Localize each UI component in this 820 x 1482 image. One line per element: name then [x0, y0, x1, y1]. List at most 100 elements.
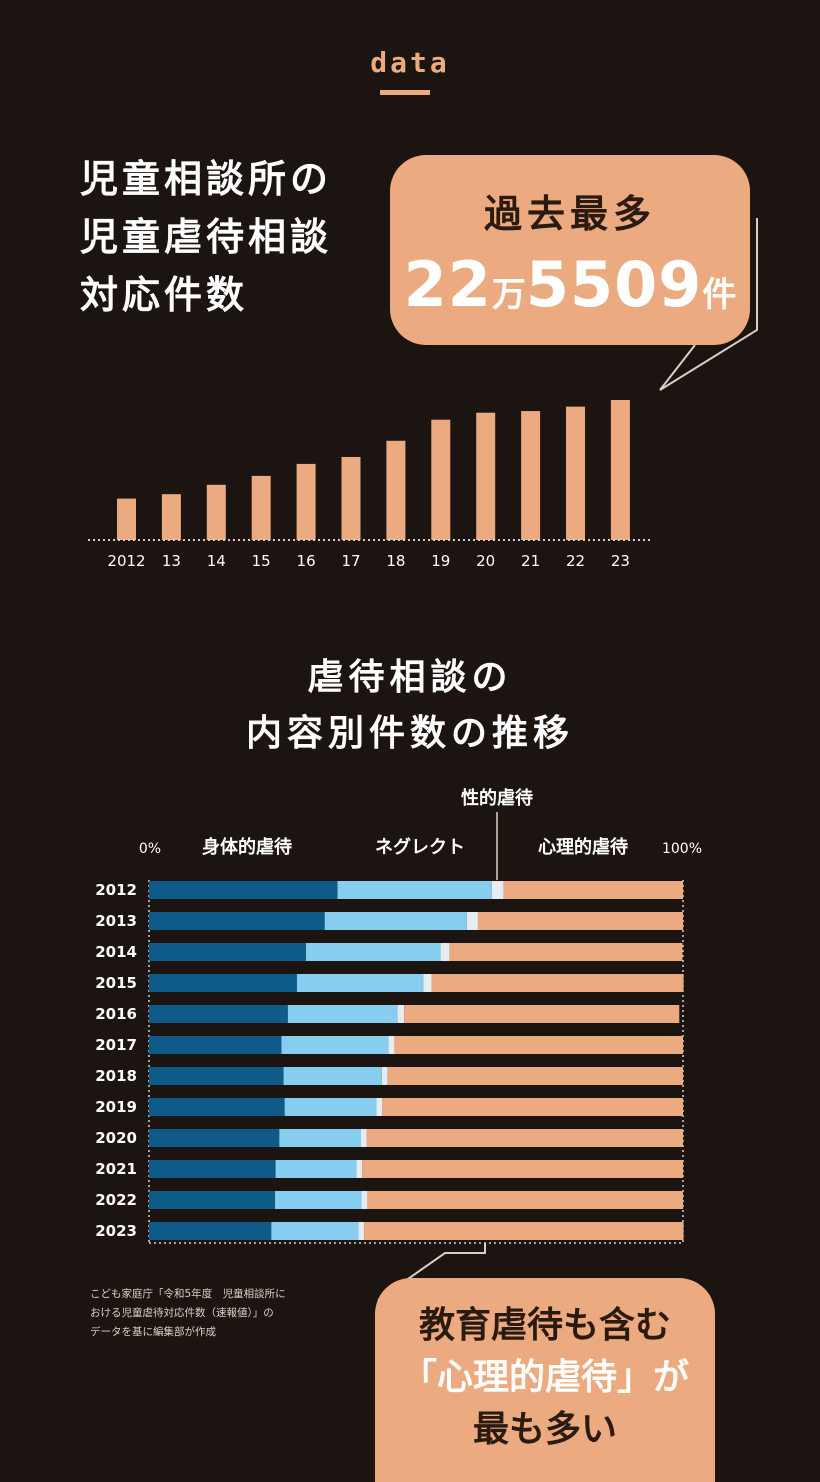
stacked-segment: [271, 1222, 359, 1240]
annual-count-bar: [431, 419, 451, 540]
year-label: 2014: [95, 943, 137, 961]
x-tick-label: 17: [341, 552, 360, 570]
series-label: 身体的虐待: [202, 836, 292, 858]
stacked-segment: [360, 1129, 367, 1147]
record-callout-value: 22万5509件: [390, 248, 750, 321]
year-label: 2020: [95, 1129, 137, 1147]
psychological-callout-line: 教育虐待も含む: [418, 1305, 671, 1346]
annual-count-bar: [206, 484, 226, 540]
data-tag: data: [370, 46, 450, 79]
annual-count-bar: [117, 498, 136, 540]
stacked-segment: [149, 974, 297, 992]
stacked-segment: [149, 1036, 282, 1054]
stacked-segment: [149, 1005, 288, 1023]
chart1-title: 児童相談所の 児童虐待相談 対応件数: [80, 150, 370, 324]
series-label: 性的虐待: [461, 787, 533, 809]
chart1-title-line: 児童相談所の: [80, 157, 333, 201]
stacked-segment: [362, 1160, 683, 1178]
annual-count-bar: [161, 494, 181, 540]
stacked-segment: [397, 1005, 405, 1023]
year-label: 2016: [95, 1005, 137, 1023]
x-tick-label: 15: [252, 552, 271, 570]
x-tick-label: 14: [207, 552, 226, 570]
source-line: おける児童虐待対応件数（速報値）」の: [90, 1307, 274, 1319]
axis-label-min: 0%: [139, 841, 161, 857]
psychological-callout-line: 「心理的虐待」が: [400, 1357, 689, 1398]
stacked-segment: [149, 943, 306, 961]
chart2-title: 虐待相談の 内容別件数の推移: [0, 650, 820, 762]
annual-count-bar: [296, 463, 316, 540]
x-tick-label: 20: [476, 552, 495, 570]
stacked-segment: [381, 1067, 388, 1085]
series-label: 心理的虐待: [538, 836, 628, 858]
source-line: こども家庭庁「令和5年度 児童相談所に: [90, 1288, 286, 1300]
annual-count-bar: [476, 412, 496, 540]
stacked-segment: [503, 881, 683, 899]
stacked-segment: [296, 974, 424, 992]
year-label: 2017: [95, 1036, 137, 1054]
record-callout-heading: 過去最多: [483, 192, 656, 236]
year-label: 2015: [95, 974, 137, 992]
stacked-segment: [149, 912, 325, 930]
stacked-segment: [356, 1160, 363, 1178]
stacked-segment: [431, 974, 684, 992]
x-tick-label: 19: [431, 552, 450, 570]
annual-count-bar: [610, 400, 630, 540]
stacked-segment: [361, 1191, 368, 1209]
year-label: 2018: [95, 1067, 137, 1085]
chart1-title-line: 対応件数: [80, 273, 249, 317]
x-tick-label: 23: [611, 552, 630, 570]
record-unit-ken: 件: [702, 275, 737, 315]
stacked-segment: [387, 1067, 683, 1085]
x-tick-label: 22: [566, 552, 585, 570]
stacked-segment: [404, 1005, 680, 1023]
stacked-segment: [394, 1036, 683, 1054]
stacked-segment: [440, 943, 450, 961]
stacked-segment: [364, 1222, 684, 1240]
stacked-segment: [358, 1222, 365, 1240]
year-label: 2022: [95, 1191, 137, 1209]
psychological-callout-line: 最も多い: [472, 1409, 617, 1450]
stacked-segment: [491, 881, 504, 899]
annual-count-bar: [386, 440, 406, 540]
stacked-segment: [466, 912, 478, 930]
stacked-segment: [275, 1160, 357, 1178]
year-label: 2013: [95, 912, 137, 930]
data-tag-underline: [380, 90, 430, 95]
stacked-segment: [149, 1129, 280, 1147]
year-label: 2021: [95, 1160, 137, 1178]
stacked-segment: [149, 881, 338, 899]
x-tick-label: 2012: [107, 552, 145, 570]
year-label: 2019: [95, 1098, 137, 1116]
stacked-segment: [149, 1067, 284, 1085]
stacked-segment: [367, 1191, 683, 1209]
annual-count-bar: [341, 456, 361, 540]
series-label: ネグレクト: [375, 836, 465, 858]
psychological-callout: 教育虐待も含む 「心理的虐待」が 最も多い: [375, 1278, 715, 1482]
x-tick-label: 13: [162, 552, 181, 570]
year-label: 2012: [95, 881, 137, 899]
stacked-segment: [477, 912, 683, 930]
annual-count-bar: [521, 411, 541, 540]
chart2-title-line: 内容別件数の推移: [245, 713, 574, 754]
psychological-callout-tail: [377, 1243, 486, 1301]
annual-count-bar: [566, 406, 585, 540]
stacked-segment: [283, 1067, 382, 1085]
stacked-segment: [366, 1129, 683, 1147]
record-unit-man: 万: [491, 275, 526, 315]
stacked-segment: [149, 1191, 276, 1209]
annual-count-bar: [251, 475, 271, 540]
record-value-man: 22: [403, 248, 492, 321]
stacked-segment: [275, 1191, 362, 1209]
stacked-segment: [284, 1098, 377, 1116]
x-tick-label: 21: [521, 552, 540, 570]
stacked-segment: [337, 881, 492, 899]
stacked-segment: [149, 1222, 272, 1240]
chart2-title-line: 虐待相談の: [307, 657, 513, 698]
stacked-segment: [149, 1160, 276, 1178]
stacked-segment: [305, 943, 441, 961]
year-label: 2023: [95, 1222, 137, 1240]
x-tick-label: 18: [386, 552, 405, 570]
record-callout-tail: [659, 218, 758, 391]
